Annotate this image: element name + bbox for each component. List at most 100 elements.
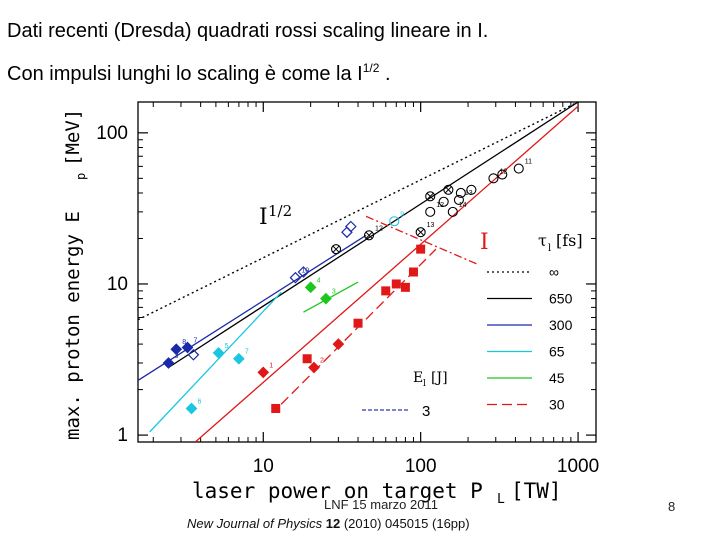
sqrt-annotation-exponent: 1/2 <box>268 202 292 220</box>
legend-energy-unit: [J] <box>431 370 448 386</box>
y-tick-label: 10 <box>107 274 128 295</box>
data-point-label: 1 <box>269 362 273 369</box>
data-point-square <box>416 244 426 254</box>
data-point-label: 3 <box>332 289 336 296</box>
title-line-2-text: Con impulsi lunghi lo scaling è come la … <box>7 63 363 85</box>
data-point-x-stroke <box>426 192 434 200</box>
data-point-square <box>400 282 410 292</box>
data-point-label: 3 <box>175 353 179 360</box>
data-point-x-stroke <box>332 245 340 253</box>
data-point-diamond <box>162 357 175 369</box>
data-point-diamond <box>289 271 302 284</box>
x-tick-label: 1000 <box>557 456 599 477</box>
data-point-circle <box>488 173 499 184</box>
data-point-label: 13 <box>427 222 435 229</box>
data-point-diamond <box>257 366 270 379</box>
legend-energy-label: E <box>413 370 423 386</box>
title-line-2-exponent: 1/2 <box>362 61 380 75</box>
data-point-x-stroke <box>444 186 452 194</box>
fit-lines <box>138 102 579 442</box>
data-point-label: 7 <box>193 337 197 344</box>
x-axis-label-unit: [TW] <box>511 479 562 503</box>
data-point-diamond <box>304 281 317 294</box>
plot-frame <box>137 101 597 443</box>
data-point-square <box>271 403 281 413</box>
data-point-diamond <box>308 361 320 374</box>
x-axis-label: laser power on target P L [TW] <box>192 479 562 507</box>
page-number: 8 <box>668 499 676 514</box>
fit-line-green <box>303 281 359 313</box>
data-point-square <box>381 286 391 296</box>
data-point-diamond <box>185 402 198 415</box>
fit-line-red <box>365 215 478 265</box>
data-point-circle <box>438 196 449 207</box>
slide-title-line-1: Dati recenti (Dresda) quadrati rossi sca… <box>7 20 489 42</box>
data-point-square <box>408 267 418 277</box>
data-point-diamond <box>233 352 245 365</box>
data-point-square <box>353 318 363 328</box>
data-point-circle-x <box>425 191 436 202</box>
data-point-label: 12 <box>375 225 383 232</box>
fit-line-cyan <box>149 291 282 433</box>
data-point-label: 8 <box>182 339 186 346</box>
data-point-x-stroke <box>365 231 373 239</box>
data-point-circle <box>455 187 466 199</box>
x-tick-label: 100 <box>405 456 437 477</box>
axis-ticks: 10 100 1000 1 10 100 <box>96 102 599 477</box>
legend-tau-sub: l <box>548 243 551 254</box>
legend-tau-unit: [fs] <box>556 231 583 250</box>
data-point-diamond <box>344 220 357 233</box>
legend-tau-label: τ <box>538 231 547 250</box>
data-point-circle <box>453 194 464 205</box>
slide-title-line-2: Con impulsi lunghi lo scaling è come la … <box>7 56 391 86</box>
data-point-square <box>391 279 401 289</box>
legend-item-label: 45 <box>549 370 565 386</box>
legend-item-label: ∞ <box>549 264 559 280</box>
data-point-circle <box>513 163 524 174</box>
x-axis-label-sub: L <box>497 492 505 507</box>
data-point-label: 5 <box>225 343 229 350</box>
data-point-label: 10 <box>301 268 309 275</box>
data-point-label: 6 <box>198 398 202 405</box>
data-point-circle <box>466 184 477 195</box>
citation-journal: New Journal of Physics <box>187 516 323 531</box>
data-point-circle <box>447 206 458 217</box>
legend-item-label: 650 <box>549 291 573 307</box>
data-point-label: 4 <box>317 277 321 284</box>
data-point-label: 7 <box>245 349 249 356</box>
data-point-diamond <box>181 341 194 354</box>
data-point-x-stroke <box>417 228 425 236</box>
y-tick-label: 100 <box>96 123 128 144</box>
y-axis-label: max. proton energy E p [MeV] <box>62 109 88 440</box>
data-point-circle <box>497 169 508 180</box>
data-point-diamond <box>332 338 345 350</box>
data-point-circle <box>425 206 436 217</box>
sqrt-scaling-annotation: I 1/2 <box>259 202 292 230</box>
data-point-square <box>302 354 312 364</box>
data-point-label: 14 <box>459 202 467 209</box>
legend-item-label: 65 <box>549 344 565 360</box>
x-axis-label-main: laser power on target P <box>192 479 483 503</box>
data-point-label: 2 <box>320 358 324 365</box>
data-point-diamond <box>170 343 183 356</box>
footer-date: LNF 15 marzo 2011 <box>324 497 438 512</box>
data-point-diamond <box>341 226 353 239</box>
citation-details: (2010) 045015 (16pp) <box>340 516 470 531</box>
y-tick-label: 1 <box>117 425 128 446</box>
data-point-circle-x <box>364 230 375 241</box>
data-point-label: 12 <box>499 168 507 175</box>
x-tick-label: 10 <box>253 456 274 477</box>
data-point-label: 11 <box>525 159 532 166</box>
data-point-circle-x <box>415 227 426 238</box>
legend-item-label: 300 <box>549 317 573 333</box>
data-point-diamond <box>187 348 200 361</box>
data-point-diamond <box>320 292 332 305</box>
data-point-circle-x <box>331 244 342 255</box>
linear-scaling-annotation: I <box>480 230 489 255</box>
data-point-diamond <box>212 347 225 359</box>
citation: New Journal of Physics 12 (2010) 045015 … <box>187 516 470 531</box>
title-line-2-end: . <box>379 63 391 85</box>
